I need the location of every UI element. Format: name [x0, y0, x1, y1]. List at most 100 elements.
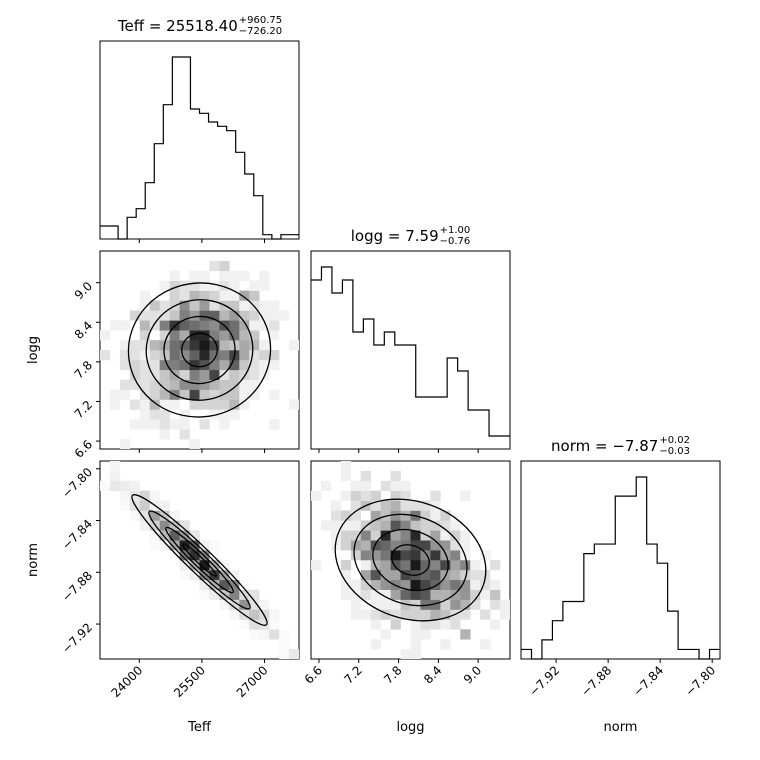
- density-cell: [219, 270, 230, 281]
- density-cell: [340, 569, 352, 581]
- histogram-norm: [520, 460, 721, 660]
- density-cell: [269, 300, 280, 311]
- x-tick-label: −7.80: [682, 663, 718, 699]
- density-cell: [159, 500, 170, 511]
- density-cell: [209, 320, 220, 331]
- density-cell: [400, 520, 411, 531]
- density-cell: [209, 369, 220, 380]
- density-cell: [209, 550, 220, 561]
- density-cell: [229, 270, 240, 281]
- density-cell: [370, 540, 381, 551]
- contour-line: [353, 513, 468, 607]
- density-cell: [149, 419, 160, 430]
- density-cell: [189, 340, 200, 351]
- density-cell: [229, 310, 240, 321]
- y-tick-label: −7.80: [59, 465, 95, 501]
- density-cell: [269, 609, 280, 620]
- density-cell: [400, 500, 411, 511]
- density-cell: [249, 589, 260, 600]
- density-cell: [199, 280, 210, 291]
- density-cell: [350, 609, 362, 620]
- density-cell: [460, 579, 471, 590]
- density-cell: [229, 300, 240, 311]
- density-cell: [430, 550, 441, 561]
- density-cell: [149, 389, 160, 400]
- density-cell: [450, 530, 461, 541]
- density-cell: [259, 599, 270, 610]
- density-cell: [440, 510, 451, 521]
- density-cell: [159, 379, 170, 390]
- density-cell: [370, 500, 381, 511]
- density-cell: [420, 510, 431, 521]
- density-cell: [199, 379, 210, 390]
- density-cell: [330, 530, 342, 541]
- density-cell: [179, 350, 190, 361]
- density-cell: [259, 350, 270, 361]
- density-cell: [470, 599, 481, 610]
- density-cell: [239, 320, 250, 331]
- density-cell: [460, 629, 471, 640]
- density-cell: [249, 350, 260, 361]
- density-cell: [239, 619, 250, 630]
- density-cell: [179, 409, 190, 420]
- density-cell: [380, 540, 391, 551]
- density-cell: [340, 589, 352, 600]
- density-cell: [219, 379, 230, 390]
- density-cell: [100, 350, 111, 361]
- density-cell: [139, 310, 151, 321]
- density-cell: [480, 550, 491, 561]
- density-cell: [229, 399, 240, 410]
- density-cell: [320, 480, 332, 491]
- density-cell: [390, 500, 401, 511]
- density-cell: [249, 599, 260, 610]
- density-cell: [279, 649, 290, 659]
- density-cell: [149, 350, 160, 361]
- density-cell: [311, 560, 322, 571]
- density-cell: [440, 619, 451, 630]
- density-cell: [169, 340, 180, 351]
- density-cell: [169, 270, 180, 281]
- density-cell: [189, 280, 200, 291]
- density-cell: [269, 330, 280, 341]
- density-cell: [139, 510, 151, 521]
- density-cell: [410, 550, 421, 561]
- density-cell: [149, 340, 160, 351]
- density-cell: [149, 369, 160, 380]
- density-cell: [179, 369, 190, 380]
- density-cell: [390, 510, 401, 521]
- hist-step-line: [521, 476, 720, 660]
- density-cell: [129, 340, 141, 351]
- density-cell: [350, 540, 362, 551]
- density-cell: [410, 500, 421, 511]
- density-cell: [159, 359, 170, 371]
- density-cell: [410, 639, 421, 650]
- density-cell: [340, 540, 352, 551]
- density-cell: [460, 609, 471, 620]
- density-cell: [320, 520, 332, 531]
- density-cell: [199, 290, 210, 301]
- density-cell: [420, 609, 431, 620]
- density-cell: [119, 359, 131, 371]
- title-plus-error: +1.00: [440, 225, 471, 236]
- density-cell: [169, 510, 180, 521]
- density-cell: [209, 409, 220, 420]
- density-cell: [440, 530, 451, 541]
- density-cell: [249, 280, 260, 291]
- density-cell: [199, 369, 210, 380]
- density-cell: [189, 389, 200, 400]
- density-cell: [269, 629, 280, 640]
- y-axis-label-norm: norm: [26, 543, 41, 577]
- density-cell: [259, 270, 270, 281]
- density-cell: [169, 419, 180, 430]
- density-cell: [219, 579, 230, 590]
- density-cell: [119, 439, 131, 449]
- hist-step-line: [100, 56, 299, 240]
- density-cell: [199, 550, 210, 561]
- density-cell: [350, 530, 362, 541]
- density-cell: [440, 540, 451, 551]
- density-cell: [400, 530, 411, 541]
- density-cell: [199, 350, 210, 361]
- density-cell: [360, 490, 371, 501]
- density-cell: [470, 560, 481, 571]
- density-cell: [390, 609, 401, 620]
